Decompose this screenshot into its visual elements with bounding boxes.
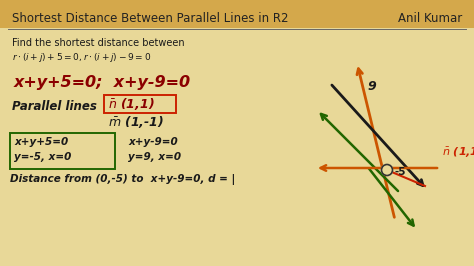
Text: x+y+5=0;  x+y-9=0: x+y+5=0; x+y-9=0 (14, 74, 191, 89)
Circle shape (382, 164, 392, 176)
Bar (10, 133, 115, 169)
Text: $\bar{n}$ (1,1): $\bar{n}$ (1,1) (442, 146, 474, 160)
Text: 9: 9 (367, 80, 376, 93)
Text: $r\cdot(i+j)+5=0,r\cdot(i+j)-9=0$: $r\cdot(i+j)+5=0,r\cdot(i+j)-9=0$ (12, 51, 151, 64)
Text: x+y-9=0: x+y-9=0 (128, 137, 178, 147)
Text: $\bar{n}$ (1,1): $\bar{n}$ (1,1) (108, 96, 155, 112)
Text: y=-5, x=0: y=-5, x=0 (14, 152, 72, 162)
Bar (0, 0, 474, 28)
Text: x+y+5=0: x+y+5=0 (14, 137, 68, 147)
Bar (104, 95, 176, 113)
Text: Distance from (0,-5) to  x+y-9=0, d = |: Distance from (0,-5) to x+y-9=0, d = | (10, 174, 235, 185)
Text: y=9, x=0: y=9, x=0 (128, 152, 181, 162)
Text: Anil Kumar: Anil Kumar (398, 11, 462, 24)
Text: Find the shortest distance between: Find the shortest distance between (12, 38, 185, 48)
Text: Shortest Distance Between Parallel Lines in R2: Shortest Distance Between Parallel Lines… (12, 11, 289, 24)
Text: $\bar{m}$ (1,-1): $\bar{m}$ (1,-1) (108, 114, 164, 130)
Text: Parallel lines: Parallel lines (12, 101, 97, 114)
Text: -5: -5 (395, 167, 407, 177)
